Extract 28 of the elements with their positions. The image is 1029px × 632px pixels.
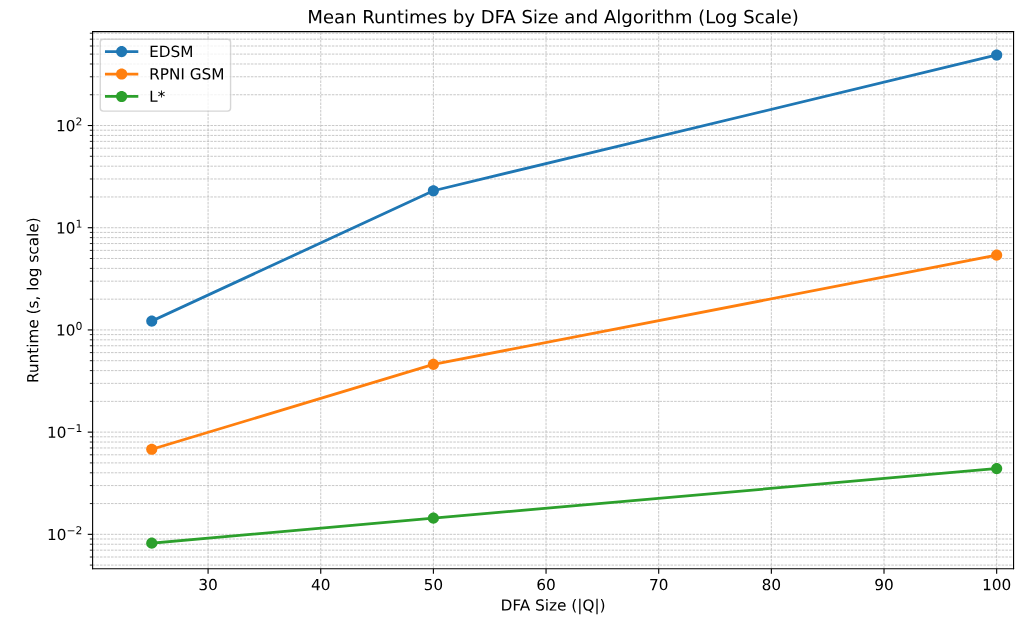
point [991, 463, 1003, 475]
x-tick-label: 60 [537, 578, 555, 591]
x-tick-label: 80 [762, 578, 781, 591]
x-axis-title: DFA Size (|Q|) [502, 598, 605, 615]
legend-label: EDSM [150, 45, 192, 58]
y-tick-label: 10$^{−1}$ [48, 424, 82, 439]
point [427, 512, 439, 524]
point [146, 315, 158, 327]
y-axis-title: Runtime (s, log scale) [26, 218, 42, 382]
chart-title: Mean Runtimes by DFA Size and Algorithm (Log Scale) [309, 9, 798, 28]
point [146, 443, 158, 455]
x-tick-label: 70 [650, 578, 668, 591]
legend-label: L* [150, 90, 165, 102]
y-tick-label: 10$^{1}$ [57, 219, 82, 234]
x-tick-label: 100 [983, 578, 1011, 591]
x-tick-label: 40 [311, 578, 330, 591]
y-tick-label: 10$^{2}$ [57, 117, 82, 132]
point [991, 249, 1003, 261]
legend-label: RPNI GSM [150, 68, 223, 80]
point [146, 537, 158, 549]
x-tick-label: 30 [199, 578, 217, 591]
y-tick-label: 10$^{0}$ [57, 321, 82, 336]
point [427, 358, 439, 370]
x-tick-label: 50 [424, 578, 443, 591]
y-tick-label: 10$^{−2}$ [48, 526, 82, 541]
x-tick-label: 90 [875, 578, 893, 591]
point [427, 185, 439, 197]
point [991, 49, 1003, 61]
